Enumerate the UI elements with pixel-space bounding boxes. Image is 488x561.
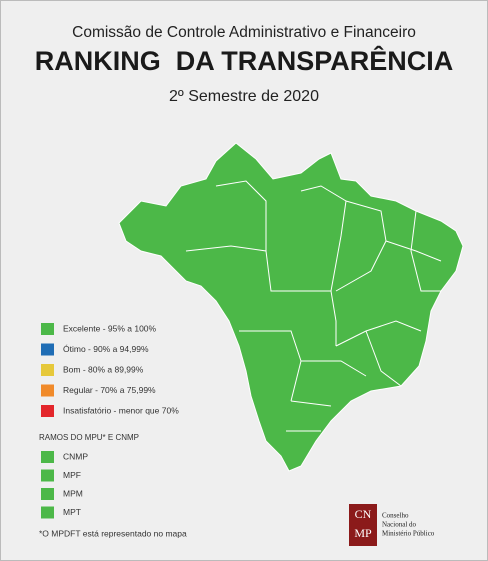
subtitle: Comissão de Controle Administrativo e Fi…	[72, 24, 416, 41]
title: RANKING DA TRANSPARÊNCIA	[35, 45, 454, 76]
branch-swatch	[41, 469, 54, 482]
branches-legend: RAMOS DO MPU* E CNMP CNMP MPF MPM MPT	[39, 433, 139, 519]
legend-label: Insatisfatório - menor que 70%	[63, 405, 179, 415]
legend-swatch	[41, 323, 54, 335]
period: 2º Semestre de 2020	[169, 88, 319, 105]
state-borders	[185, 180, 442, 432]
legend-label: Regular - 70% a 75,99%	[63, 385, 156, 395]
branch-swatch	[41, 506, 54, 519]
logo-top: CN	[355, 507, 372, 521]
footnote: *O MPDFT está representado no mapa	[39, 528, 187, 538]
branch-label: MPF	[63, 470, 81, 480]
branch-label: MPT	[63, 507, 81, 517]
logo: CN MP Conselho Nacional do Ministério Pú…	[349, 504, 435, 546]
branch-label: CNMP	[63, 451, 88, 461]
legend-swatch	[41, 364, 54, 376]
country-shape	[118, 142, 464, 472]
logo-line: Conselho	[382, 512, 409, 520]
brazil-map	[118, 142, 464, 472]
branch-swatch	[41, 488, 54, 500]
legend-label: Bom - 80% a 89,99%	[63, 364, 144, 374]
legend: Excelente - 95% a 100% Ótimo - 90% a 94,9…	[41, 323, 179, 417]
logo-line: Nacional do	[382, 521, 417, 529]
branch-label: MPM	[63, 488, 83, 498]
legend-label: Ótimo - 90% a 94,99%	[63, 344, 149, 354]
logo-bottom: MP	[354, 526, 372, 540]
branches-title: RAMOS DO MPU* E CNMP	[39, 433, 139, 442]
legend-label: Excelente - 95% a 100%	[63, 323, 157, 333]
branch-swatch	[41, 451, 54, 463]
logo-mark	[349, 504, 377, 546]
legend-swatch	[41, 384, 54, 397]
legend-swatch	[41, 343, 54, 356]
legend-swatch	[41, 405, 54, 417]
logo-line: Ministério Público	[382, 530, 435, 538]
